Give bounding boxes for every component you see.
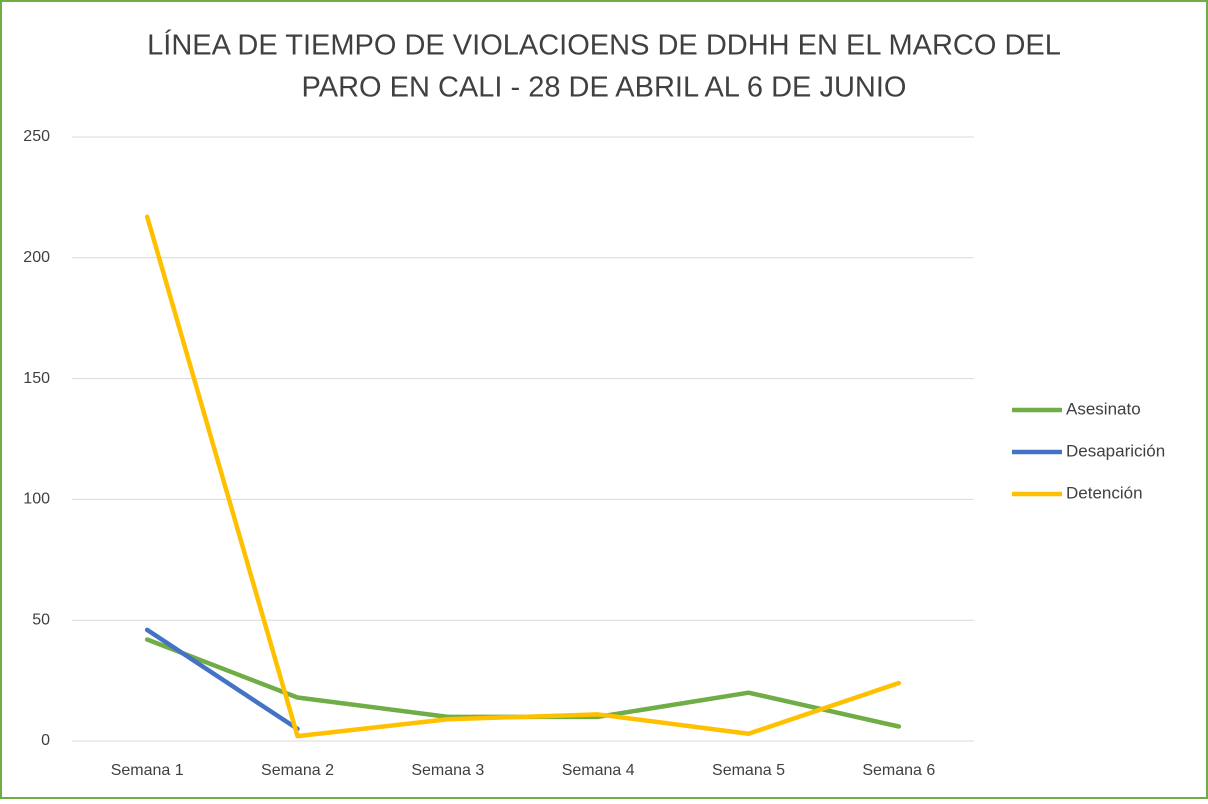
chart-title: LÍNEA DE TIEMPO DE VIOLACIOENS DE DDHH E… xyxy=(147,29,1061,62)
y-tick-label: 100 xyxy=(23,491,50,508)
x-tick-label: Semana 1 xyxy=(111,762,184,779)
series-line xyxy=(144,214,902,739)
y-tick-label: 250 xyxy=(23,128,50,145)
legend-label: Asesinato xyxy=(1066,399,1141,418)
legend-label: Desaparición xyxy=(1066,441,1165,460)
y-tick-label: 200 xyxy=(23,249,50,266)
x-tick-label: Semana 2 xyxy=(261,762,334,779)
x-tick-label: Semana 4 xyxy=(562,762,635,779)
y-tick-label: 150 xyxy=(23,370,50,387)
legend-label: Detención xyxy=(1066,483,1143,502)
x-tick-label: Semana 5 xyxy=(712,762,785,779)
x-tick-label: Semana 3 xyxy=(411,762,484,779)
y-tick-label: 0 xyxy=(41,732,50,749)
series-line xyxy=(144,627,300,732)
y-tick-label: 50 xyxy=(32,611,50,628)
x-tick-label: Semana 6 xyxy=(862,762,935,779)
chart-title: PARO EN CALI - 28 DE ABRIL AL 6 DE JUNIO xyxy=(302,72,907,104)
